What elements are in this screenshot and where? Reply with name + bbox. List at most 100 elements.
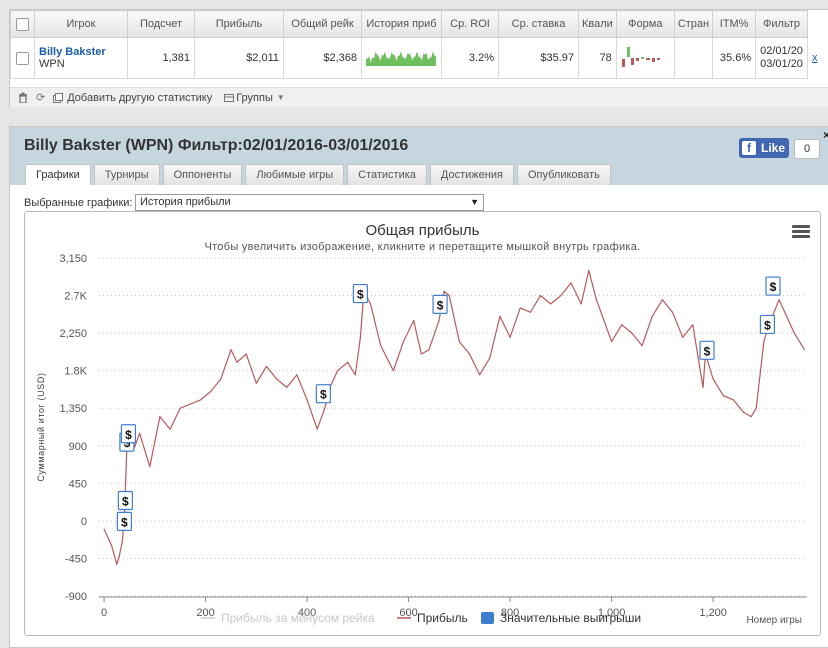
tab-tournaments[interactable]: Турниры (93, 164, 160, 185)
chart-subtitle: Чтобы увеличить изображение, кликните и … (204, 241, 641, 253)
profit-data-point (413, 320, 415, 322)
tab-favorite-games[interactable]: Любимые игры (245, 164, 345, 185)
profit-data-point (402, 340, 405, 343)
like-label: Like (761, 141, 786, 155)
big-win-flag-label: $ (320, 388, 327, 402)
chart-select[interactable]: История прибыли ▼ (135, 194, 484, 211)
y-tick-label: 450 (69, 478, 87, 490)
y-axis-label: Суммарный итог (USD) (36, 372, 46, 481)
col-form[interactable]: Форма (615, 10, 675, 38)
chart-select-value: История прибыли (140, 196, 231, 208)
col-quali[interactable]: Квали (578, 10, 617, 38)
tab-achievements[interactable]: Достижения (429, 164, 514, 185)
col-filter[interactable]: Фильтр (755, 10, 808, 38)
delete-button[interactable] (18, 92, 28, 103)
rake-cell: $2,368 (283, 37, 362, 79)
big-win-flag-label: $ (770, 280, 777, 294)
x-tick-label: 0 (101, 607, 107, 619)
col-itm[interactable]: ITM% (712, 10, 757, 38)
select-all-checkbox[interactable] (16, 17, 29, 31)
big-win-flag-label: $ (122, 495, 129, 509)
groups-dropdown[interactable]: Группы ▼ (224, 92, 285, 104)
profit-data-point (189, 403, 191, 405)
tab-publish[interactable]: Опубликовать (516, 164, 611, 185)
legend-bigwins-label: Значительные выигрыши (500, 611, 641, 625)
profit-data-point (324, 407, 326, 409)
profit-data-point (692, 324, 694, 326)
profit-data-point (702, 386, 704, 388)
close-icon[interactable]: × (823, 128, 828, 142)
profit-data-point (428, 349, 430, 351)
big-win-flag-label: $ (437, 298, 444, 312)
chart-menu-icon[interactable] (792, 225, 810, 239)
profit-data-point (595, 299, 598, 301)
profit-data-point (722, 395, 724, 397)
sparkline-area (366, 50, 436, 66)
y-tick-label: 0 (81, 516, 87, 528)
profit-data-point (651, 315, 653, 317)
x-axis-label: Номер игры (746, 615, 802, 626)
tab-charts[interactable]: Графики (25, 164, 91, 185)
col-profit-history[interactable]: История приб (361, 10, 442, 38)
profit-data-point (420, 353, 422, 355)
refresh-button[interactable]: ⟳ (36, 91, 45, 104)
profit-history-cell (361, 37, 442, 79)
profit-data-point (550, 303, 552, 305)
profit-data-point (199, 399, 202, 401)
profit-data-point (580, 303, 582, 305)
x-tick-label: 400 (298, 607, 316, 619)
profit-data-point (519, 307, 521, 309)
col-country[interactable]: Стран (673, 10, 714, 38)
add-stat-label: Добавить другую статистику (67, 91, 213, 104)
big-win-flag (120, 424, 137, 444)
col-rake[interactable]: Общий рейк (283, 10, 362, 38)
profit-data-point (468, 353, 471, 355)
profit-data-point (641, 345, 643, 347)
profit-data-point (560, 295, 562, 297)
form-bar (645, 57, 650, 60)
facebook-like-button[interactable]: f Like (739, 138, 789, 158)
col-roi[interactable]: Ср. ROI (441, 10, 499, 38)
form-bar (626, 46, 630, 57)
col-profit[interactable]: Прибыль (194, 10, 284, 38)
remove-row-link[interactable]: x (811, 52, 818, 64)
big-win-flag (759, 314, 776, 335)
itm-cell: 35.6% (712, 37, 757, 79)
profit-data-point (265, 365, 268, 368)
profit-data-point (220, 378, 222, 380)
profit-data-point (489, 357, 491, 359)
tab-statistics[interactable]: Статистика (347, 164, 427, 185)
col-count[interactable]: Подсчет (127, 10, 195, 38)
col-player[interactable]: Игрок (34, 10, 128, 38)
row-select-cell[interactable] (10, 37, 35, 79)
row-checkbox[interactable] (16, 51, 29, 65)
filter-from: 02/01/20 (760, 45, 803, 57)
chart-container[interactable]: Общая прибыль Чтобы увеличить изображени… (24, 211, 821, 636)
form-bar (621, 58, 625, 67)
profit-data-point (631, 332, 633, 334)
form-bar (651, 57, 655, 62)
profit-data-point (588, 269, 590, 272)
profit-data-point (286, 386, 288, 388)
profit-data-point (803, 349, 806, 351)
profit-data-point (276, 378, 278, 380)
table-row: Billy Bakster WPN 1,381 $2,011 $2,368 3.… (10, 37, 822, 79)
player-name-link[interactable]: Billy Bakster (39, 45, 106, 58)
add-stat-button[interactable]: Добавить другую статистику (53, 92, 212, 104)
y-tick-label: 1,350 (59, 403, 87, 415)
profit-data-point (443, 290, 445, 292)
profit-data-point (458, 340, 460, 343)
profit-data-point (750, 416, 752, 418)
chevron-down-icon: ▼ (276, 93, 285, 102)
col-avg-stake[interactable]: Ср. ставка (498, 10, 579, 38)
profit-data-point (529, 311, 531, 313)
big-win-flag-label: $ (764, 318, 771, 332)
profit-data-point (380, 345, 382, 347)
select-all-cell[interactable] (10, 10, 35, 38)
profit-data-point (139, 432, 141, 434)
form-bar (656, 57, 660, 60)
tab-opponents[interactable]: Оппоненты (162, 164, 243, 185)
trash-icon (19, 92, 27, 103)
profit-data-point (296, 374, 298, 376)
groups-label: Группы (236, 91, 273, 104)
